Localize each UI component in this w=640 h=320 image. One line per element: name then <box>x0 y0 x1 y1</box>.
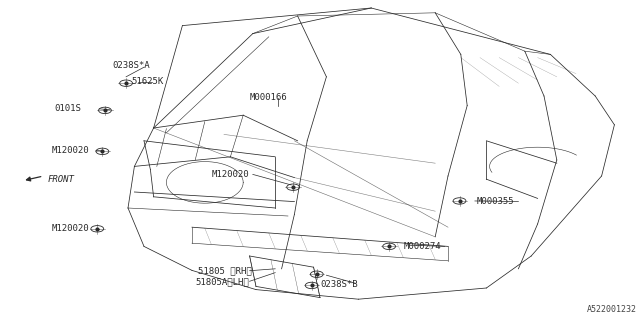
Text: 51805A〈LH〉: 51805A〈LH〉 <box>195 277 249 286</box>
Text: 51625K: 51625K <box>131 77 163 86</box>
Text: 0238S*A: 0238S*A <box>112 61 150 70</box>
Text: FRONT: FRONT <box>48 175 75 184</box>
Text: 51805 〈RH〉: 51805 〈RH〉 <box>198 266 252 275</box>
Text: M120020: M120020 <box>51 146 89 155</box>
Text: M120020: M120020 <box>211 170 249 179</box>
Text: M000355: M000355 <box>477 197 515 206</box>
Text: M120020: M120020 <box>51 224 89 233</box>
Text: M000166: M000166 <box>250 93 287 102</box>
Text: 0238S*B: 0238S*B <box>320 280 358 289</box>
Text: M000274: M000274 <box>403 242 441 251</box>
Text: 0101S: 0101S <box>54 104 81 113</box>
Text: A522001232: A522001232 <box>587 305 637 314</box>
